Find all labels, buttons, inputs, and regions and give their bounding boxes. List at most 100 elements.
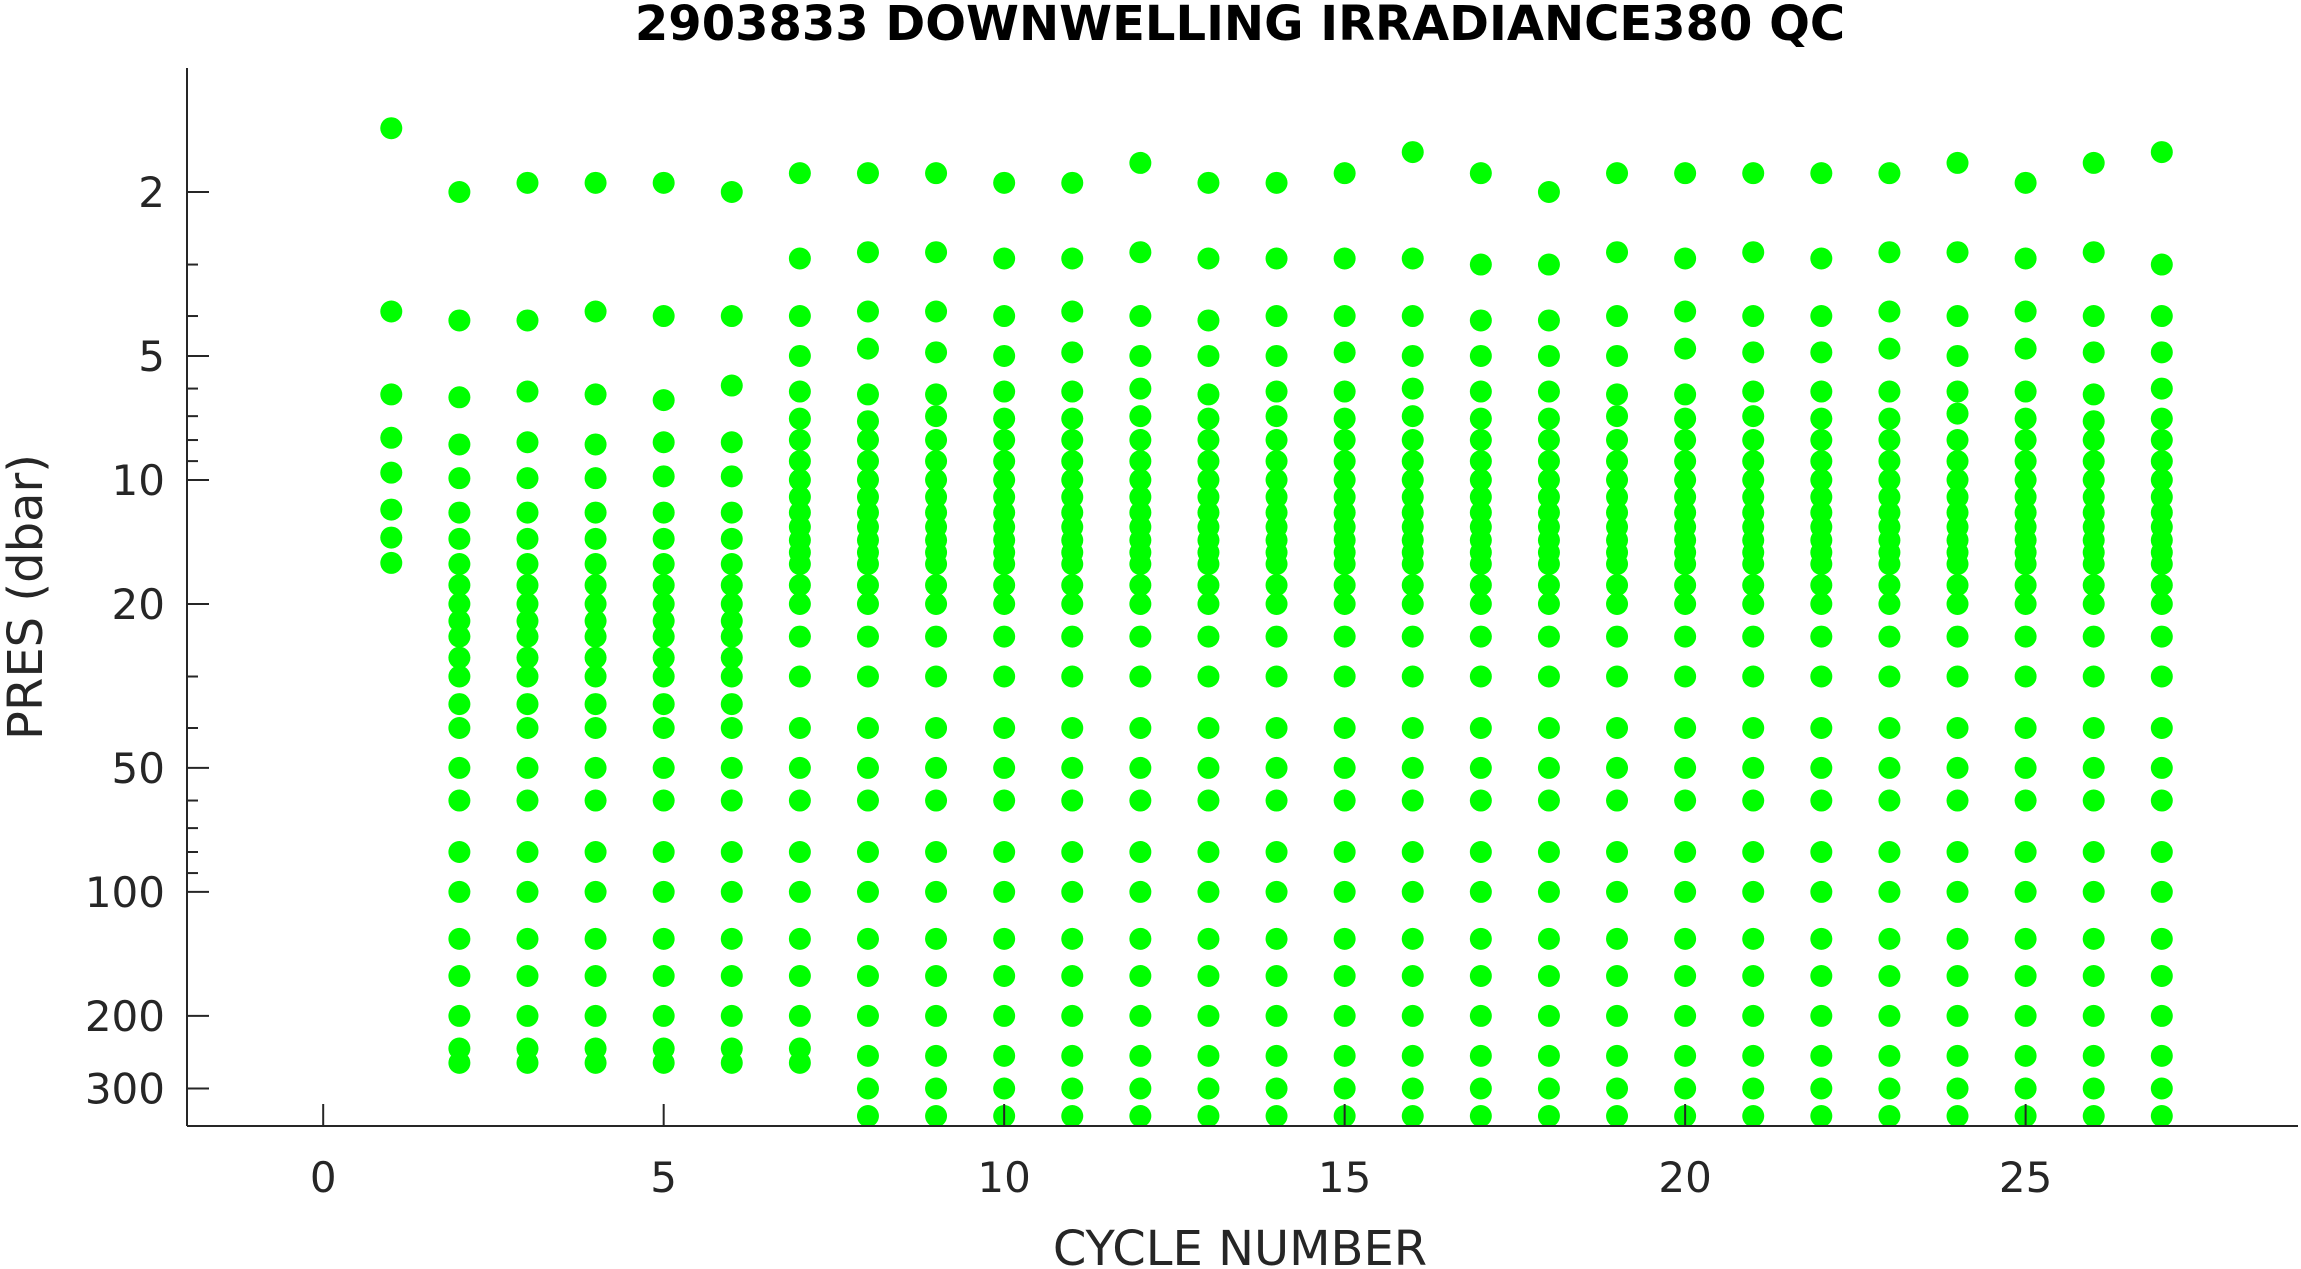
data-point: [1401, 1004, 1424, 1027]
x-tick-label: 0: [310, 1153, 337, 1202]
data-point: [1401, 486, 1424, 509]
data-point: [2082, 241, 2105, 264]
data-point: [2082, 1077, 2105, 1100]
data-point: [1333, 407, 1356, 430]
data-point: [1333, 965, 1356, 988]
data-point: [1129, 1044, 1152, 1067]
data-point: [788, 486, 811, 509]
data-point: [1265, 592, 1288, 615]
data-point: [1742, 380, 1765, 403]
data-point: [993, 756, 1016, 779]
data-point: [516, 965, 539, 988]
data-point: [584, 646, 607, 669]
data-point: [584, 756, 607, 779]
data-point: [1265, 756, 1288, 779]
data-point: [1537, 553, 1560, 576]
data-point: [856, 665, 879, 688]
data-point: [1878, 927, 1901, 950]
data-point: [448, 501, 471, 524]
data-point: [584, 300, 607, 323]
data-point: [448, 467, 471, 490]
data-point: [720, 527, 743, 550]
data-point: [1265, 1077, 1288, 1100]
data-point: [1742, 574, 1765, 597]
data-point: [1674, 574, 1697, 597]
data-point: [652, 1051, 675, 1074]
data-point: [1606, 1004, 1629, 1027]
data-point: [925, 665, 948, 688]
data-point: [1401, 468, 1424, 491]
data-point: [1946, 429, 1969, 452]
data-point: [1197, 840, 1220, 863]
data-point: [1197, 468, 1220, 491]
data-point: [2082, 665, 2105, 688]
data-point: [2014, 380, 2037, 403]
data-point: [1401, 965, 1424, 988]
data-point: [1265, 1105, 1288, 1128]
data-point: [584, 501, 607, 524]
data-point: [516, 171, 539, 194]
data-point: [652, 574, 675, 597]
data-point: [1537, 450, 1560, 473]
data-point: [1265, 965, 1288, 988]
data-point: [1810, 880, 1833, 903]
data-point: [2014, 337, 2037, 360]
data-point: [1401, 429, 1424, 452]
data-point: [2082, 1004, 2105, 1027]
data-point: [720, 574, 743, 597]
data-point: [1469, 665, 1492, 688]
data-point: [2082, 1044, 2105, 1067]
data-point: [516, 610, 539, 633]
x-tick-label: 5: [650, 1153, 677, 1202]
data-point: [1878, 337, 1901, 360]
data-point: [1810, 450, 1833, 473]
data-point: [380, 383, 403, 406]
data-point: [1878, 300, 1901, 323]
data-point: [2082, 716, 2105, 739]
data-point: [1197, 592, 1220, 615]
data-point: [720, 965, 743, 988]
data-point: [788, 450, 811, 473]
data-point: [1810, 756, 1833, 779]
data-point: [1674, 625, 1697, 648]
data-point: [1674, 429, 1697, 452]
data-point: [1061, 927, 1084, 950]
data-point: [1878, 625, 1901, 648]
data-point: [1674, 468, 1697, 491]
data-point: [1878, 450, 1901, 473]
data-point: [1810, 468, 1833, 491]
data-point: [856, 1077, 879, 1100]
data-point: [1469, 625, 1492, 648]
data-point: [1265, 468, 1288, 491]
data-point: [584, 625, 607, 648]
data-point: [1878, 380, 1901, 403]
data-point: [1742, 305, 1765, 328]
data-point: [2150, 1004, 2173, 1027]
data-point: [448, 693, 471, 716]
data-point: [1401, 1077, 1424, 1100]
data-point: [1946, 1077, 1969, 1100]
data-point: [1061, 965, 1084, 988]
data-point: [1129, 574, 1152, 597]
data-point: [993, 625, 1016, 648]
data-point: [1333, 1004, 1356, 1027]
data-point: [1606, 965, 1629, 988]
data-point: [1537, 716, 1560, 739]
data-point: [1129, 625, 1152, 648]
data-point: [584, 1004, 607, 1027]
data-point: [1742, 162, 1765, 185]
data-point: [652, 553, 675, 576]
data-point: [720, 374, 743, 397]
data-point: [1401, 625, 1424, 648]
data-point: [448, 574, 471, 597]
data-point: [2150, 486, 2173, 509]
data-point: [1401, 880, 1424, 903]
data-point: [1469, 965, 1492, 988]
data-point: [1061, 574, 1084, 597]
data-point: [652, 389, 675, 412]
data-point: [2150, 965, 2173, 988]
data-point: [1742, 592, 1765, 615]
data-point: [1946, 965, 1969, 988]
data-point: [2082, 410, 2105, 433]
data-point: [1742, 1044, 1765, 1067]
